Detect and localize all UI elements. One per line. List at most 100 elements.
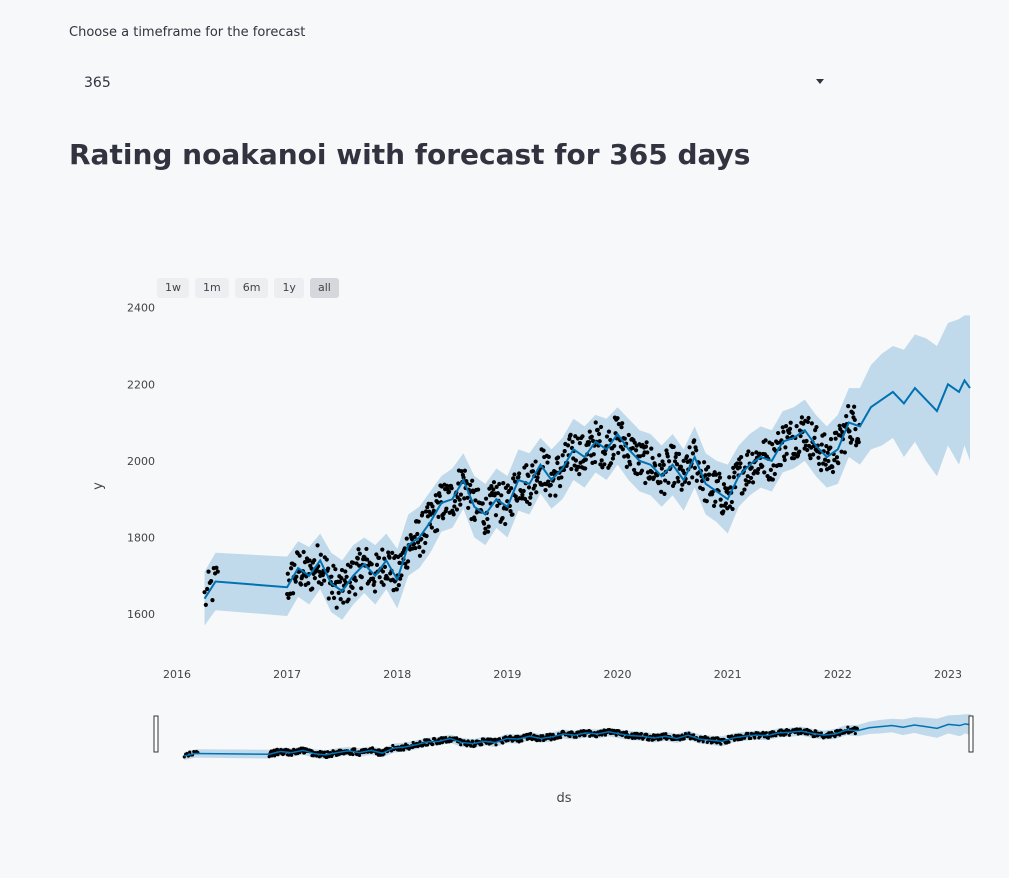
range-slider-plot[interactable] <box>182 714 972 760</box>
observation-point <box>778 463 783 468</box>
observation-point <box>511 476 516 481</box>
observation-point <box>630 446 635 451</box>
observation-point <box>456 481 461 486</box>
observation-point <box>745 474 750 479</box>
observation-point <box>599 458 604 463</box>
mini-observation-point <box>506 738 510 742</box>
timeframe-select[interactable]: 365 <box>69 66 839 100</box>
observation-point <box>329 574 334 579</box>
observation-point <box>692 465 697 470</box>
observation-point <box>727 475 732 480</box>
range-slider-handle-right[interactable] <box>968 715 974 753</box>
mini-observation-point <box>746 731 750 736</box>
observation-point <box>704 499 709 504</box>
observation-point <box>576 464 581 469</box>
observation-point <box>333 567 338 572</box>
observation-point <box>690 451 695 456</box>
observation-point <box>783 445 788 450</box>
mini-observation-point <box>664 732 668 736</box>
mini-observation-point <box>469 744 473 748</box>
observation-point <box>770 477 775 482</box>
observation-point <box>376 555 382 560</box>
observation-point <box>359 586 364 591</box>
observation-point <box>344 574 349 579</box>
observation-point <box>772 471 777 477</box>
observation-point <box>568 432 573 437</box>
range-button-6m[interactable]: 6m <box>234 278 269 298</box>
y-tick-label: 2200 <box>127 378 155 391</box>
observation-point <box>702 460 707 465</box>
observation-point <box>672 459 678 464</box>
observation-point <box>372 579 377 585</box>
observation-point <box>510 512 515 517</box>
observation-point <box>346 597 351 602</box>
observation-point <box>812 435 817 440</box>
observation-point <box>315 543 320 548</box>
observation-point <box>597 439 602 444</box>
y-tick-label: 2400 <box>127 302 155 315</box>
observation-point <box>850 410 855 416</box>
observation-point <box>343 569 348 574</box>
observation-point <box>839 449 844 454</box>
observation-point <box>292 562 297 567</box>
observation-point <box>338 597 343 602</box>
mini-observation-point <box>633 736 637 740</box>
observation-point <box>635 471 640 477</box>
observation-point <box>631 467 637 473</box>
range-button-1w[interactable]: 1w <box>157 278 189 298</box>
observation-point <box>437 493 442 499</box>
observation-point <box>846 404 851 409</box>
observation-point <box>840 429 845 435</box>
observation-point <box>787 430 792 436</box>
observation-point <box>797 449 802 454</box>
observation-point <box>628 462 633 467</box>
observation-point <box>624 464 629 469</box>
observation-point <box>319 581 324 587</box>
observation-point <box>357 563 362 568</box>
observation-point <box>799 415 805 420</box>
mini-observation-point <box>323 750 327 754</box>
observation-point <box>768 467 773 473</box>
observation-point <box>723 501 729 506</box>
observation-point <box>202 590 207 595</box>
observation-point <box>381 582 386 587</box>
observation-point <box>318 552 323 557</box>
mini-observation-point <box>418 740 422 744</box>
observation-point <box>746 479 752 484</box>
main-plot-area <box>202 315 971 626</box>
observation-point <box>824 444 829 449</box>
observation-point <box>286 595 291 601</box>
observation-point <box>339 567 345 573</box>
x-tick-label: 2019 <box>493 668 521 681</box>
range-slider-handle-left[interactable] <box>153 715 159 753</box>
observation-point <box>749 465 754 470</box>
observation-point <box>543 488 548 493</box>
observation-point <box>493 513 499 518</box>
observation-point <box>781 454 787 459</box>
observation-point <box>512 472 517 477</box>
observation-point <box>530 463 535 468</box>
observation-point <box>528 495 533 500</box>
observation-point <box>852 404 857 409</box>
observation-point <box>811 452 816 457</box>
observation-point <box>398 576 403 581</box>
observation-point <box>663 478 668 483</box>
observation-point <box>632 440 637 445</box>
observation-point <box>350 585 355 590</box>
forecast-line <box>203 378 971 600</box>
observation-point <box>526 473 531 479</box>
observation-point <box>643 480 648 486</box>
range-button-all[interactable]: all <box>309 278 339 298</box>
observation-point <box>809 421 814 426</box>
mini-observation-point <box>734 733 738 737</box>
observation-point <box>814 425 819 430</box>
observation-point <box>636 461 641 466</box>
chevron-down-icon <box>816 79 824 84</box>
observation-point <box>665 454 670 459</box>
observation-point <box>405 565 410 570</box>
range-button-1y[interactable]: 1y <box>274 278 304 298</box>
mini-observation-point <box>614 733 618 737</box>
observation-point <box>596 431 602 437</box>
range-button-1m[interactable]: 1m <box>195 278 229 298</box>
